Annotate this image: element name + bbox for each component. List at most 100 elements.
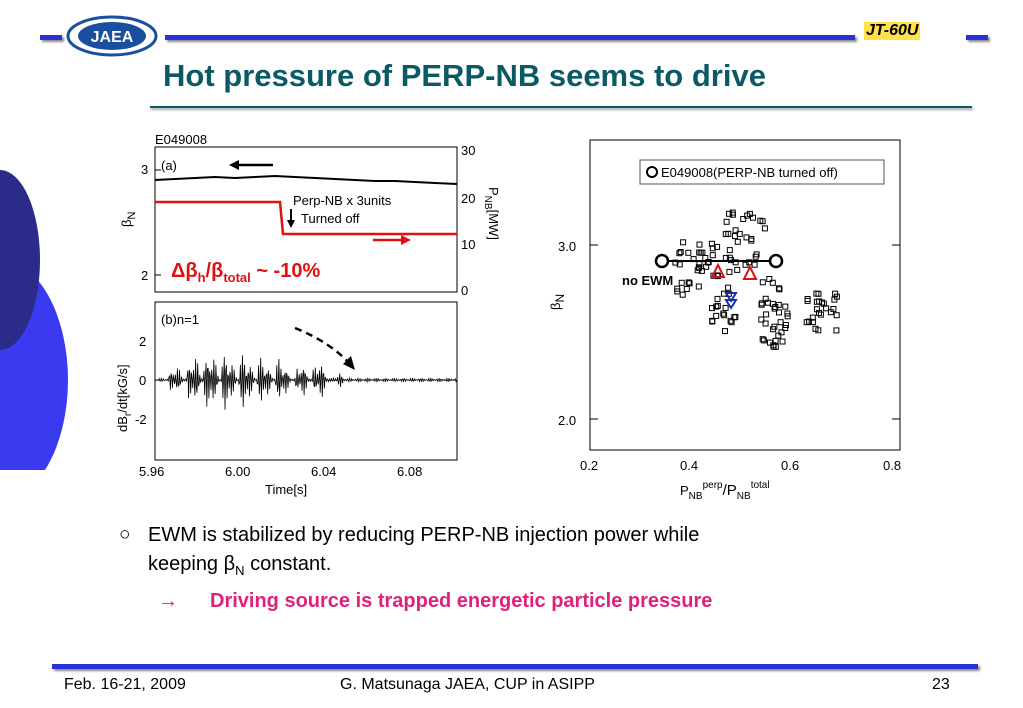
scatter-point — [779, 338, 786, 345]
right-ytick-2: 2.0 — [558, 413, 576, 428]
scatter-point — [713, 312, 720, 319]
scatter-point — [770, 343, 777, 350]
logo-text: JAEA — [91, 29, 134, 46]
scatter-point — [760, 337, 767, 344]
scatter-point — [758, 316, 765, 323]
scatter-point — [778, 329, 785, 336]
right-plot-frame — [589, 139, 901, 451]
no-ewm-start — [654, 253, 670, 269]
arrow-right-head — [401, 235, 411, 245]
scatter-point — [775, 332, 782, 339]
beta-trace — [154, 174, 458, 185]
scatter-point — [726, 247, 733, 254]
scatter-point — [784, 310, 791, 317]
scatter-point — [726, 268, 733, 275]
scatter-point — [725, 284, 732, 291]
panel-a-left-tick-3: 3 — [141, 162, 148, 177]
scatter-point — [809, 314, 816, 321]
title-underline — [150, 106, 972, 108]
device-label: JT-60U — [864, 22, 921, 40]
scatter-point — [748, 236, 755, 242]
bullet-line2: keeping βN constant. — [148, 553, 332, 578]
right-xtick-3: 0.6 — [781, 458, 799, 473]
scatter-point — [709, 245, 716, 252]
panel-b-ytick-0: 0 — [139, 373, 146, 388]
scatter-point — [714, 243, 721, 250]
scatter-point — [683, 286, 690, 292]
scatter-point — [740, 216, 747, 222]
scatter-point — [728, 319, 735, 326]
scatter-point — [680, 239, 687, 246]
scatter-point — [709, 305, 715, 312]
scatter-point — [727, 317, 734, 324]
scatter-point — [832, 290, 839, 297]
scatter-point — [713, 303, 720, 310]
shot-id: E049008 — [155, 132, 207, 147]
panel-a-label: (a) — [161, 158, 177, 173]
scatter-point — [695, 264, 702, 271]
scatter-point — [763, 311, 770, 318]
scatter-point — [751, 261, 758, 268]
panel-b-xtick-3: 6.04 — [311, 464, 336, 479]
panel-a-right-tick-0: 0 — [461, 283, 468, 298]
legend-text: E049008(PERP-NB turned off) — [661, 165, 838, 180]
scatter-point — [761, 225, 768, 232]
red-triangle-2 — [742, 264, 758, 280]
legend-box — [639, 159, 885, 185]
scatter-point — [743, 234, 750, 241]
panel-a-right-tick-20: 20 — [461, 191, 475, 206]
panel-a-left-tick-2: 2 — [141, 268, 148, 283]
jaea-logo: JAEA — [66, 15, 158, 57]
scatter-point — [775, 285, 782, 292]
bullet-symbol: ○ — [119, 524, 131, 545]
scatter-point — [804, 297, 811, 304]
scatter-point — [775, 301, 782, 308]
panel-a-right-tick-30: 30 — [461, 143, 475, 158]
scatter-point — [806, 318, 813, 325]
scatter-point — [714, 295, 721, 302]
scatter-point — [674, 288, 681, 295]
scatter-point — [762, 295, 769, 302]
scatter-point — [758, 301, 765, 308]
panel-a-ylabel-beta: βN — [119, 212, 138, 227]
scatter-point — [748, 237, 755, 244]
scatter-point — [771, 305, 778, 312]
scatter-point — [732, 233, 738, 240]
panel-b-xtick-4: 6.08 — [397, 464, 422, 479]
panel-b-xlabel: Time[s] — [265, 482, 307, 497]
scatter-point — [817, 311, 824, 318]
panel-b-ylabel: dBr/dt[kG/s] — [115, 364, 134, 432]
no-ewm-label: no EWM — [622, 273, 673, 288]
scatter-point — [679, 291, 686, 298]
scatter-point — [714, 302, 721, 309]
scatter-point — [732, 259, 739, 266]
scatter-point — [753, 251, 760, 258]
scatter-point — [762, 320, 769, 327]
scatter-point — [734, 238, 741, 245]
footer-date: Feb. 16-21, 2009 — [64, 676, 186, 693]
scatter-point — [776, 309, 782, 316]
page-title: Hot pressure of PERP-NB seems to drive — [163, 58, 766, 93]
scatter-point — [732, 313, 739, 320]
scatter-point — [722, 328, 728, 335]
scatter-point — [721, 312, 728, 319]
red-triangle-1 — [710, 262, 726, 278]
scatter-point — [678, 279, 685, 286]
right-xtick-2: 0.4 — [680, 458, 698, 473]
left-figure: E049008 (a) 3 2 30 20 10 0 βN PNB[MW] Pe… — [115, 132, 501, 497]
scatter-point — [685, 279, 692, 286]
scatter-point — [699, 249, 706, 256]
scatter-point — [816, 309, 822, 316]
right-ytick-3: 3.0 — [558, 239, 576, 254]
right-ylabel: βN — [548, 294, 567, 310]
header-bar-main — [165, 35, 855, 40]
scatter-point — [804, 296, 811, 302]
header-bar-right — [966, 35, 988, 40]
scatter-point — [709, 317, 716, 324]
scatter-point — [782, 303, 789, 310]
scatter-point — [833, 327, 840, 334]
footer-bar — [52, 664, 978, 669]
scatter-point — [695, 283, 702, 290]
oscillation-trace — [154, 355, 458, 410]
panel-a-right-tick-10: 10 — [461, 237, 475, 252]
